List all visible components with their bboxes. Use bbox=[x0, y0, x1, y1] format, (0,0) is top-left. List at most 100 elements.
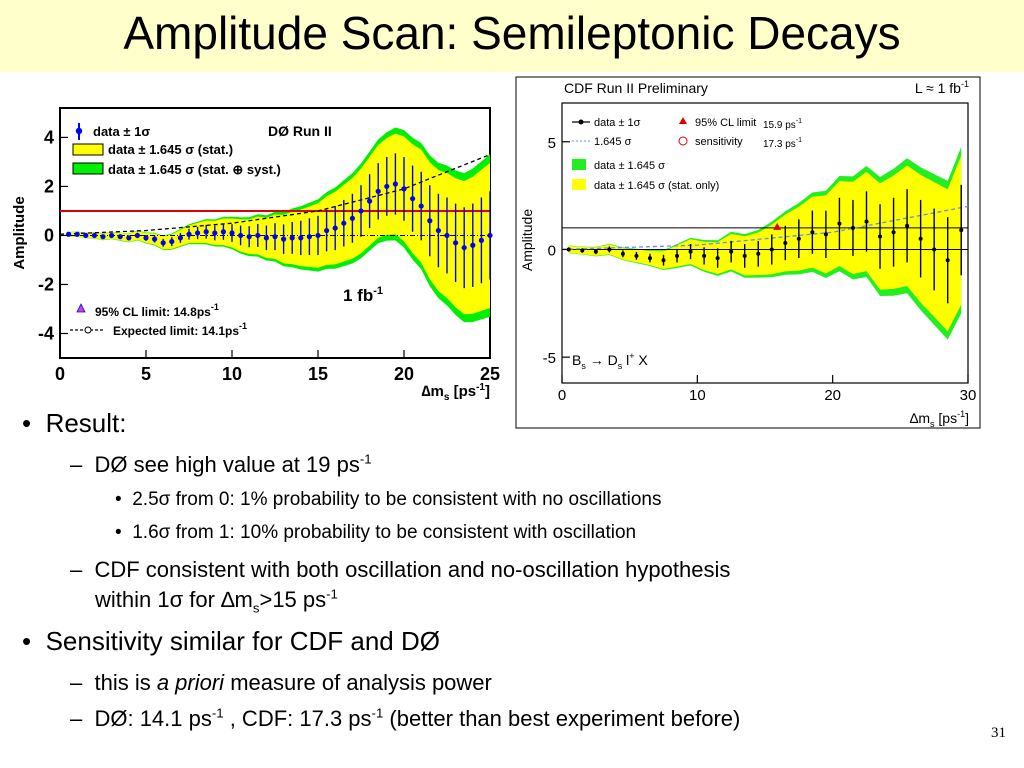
cdf-data-point bbox=[702, 253, 707, 258]
d0-legend-data: data ± 1σ bbox=[93, 124, 150, 139]
title-bar: Amplitude Scan: Semileptonic Decays bbox=[0, 0, 1024, 72]
d0-stat-band bbox=[68, 133, 490, 315]
cdf-ylabel: Amplitude bbox=[519, 209, 535, 271]
d0-experiment-label: DØ Run II bbox=[268, 123, 332, 139]
d0-data-point bbox=[358, 208, 364, 214]
d0-lumi-label: 1 fb-1 bbox=[343, 285, 383, 305]
cdf-data-point bbox=[932, 247, 937, 252]
bullet-result: • Result: bbox=[22, 408, 127, 438]
d0-data-point bbox=[272, 234, 278, 240]
d0-data-point bbox=[203, 229, 209, 235]
cdf-y-tick-label: 5 bbox=[548, 135, 556, 152]
d0-legend-syst: data ± 1.645 σ (stat. ⊕ syst.) bbox=[108, 162, 281, 177]
cdf-data-point bbox=[796, 236, 801, 241]
cdf-data-point bbox=[593, 249, 598, 254]
d0-data-point bbox=[143, 235, 149, 241]
d0-data-point bbox=[126, 235, 132, 241]
cdf-x-tick-label: 30 bbox=[960, 387, 977, 404]
d0-data-point bbox=[427, 218, 433, 224]
cdf-decay-label: Bs → Ds l+ X bbox=[572, 351, 648, 371]
cdf-cl-limit-marker bbox=[773, 222, 782, 230]
d0-data-point bbox=[229, 230, 235, 236]
d0-data-point bbox=[212, 230, 218, 236]
d0-xlabel: ∆ms [ps-1] bbox=[421, 382, 490, 403]
d0-ylabel: Amplitude bbox=[11, 196, 28, 269]
d0-data-point bbox=[306, 234, 312, 240]
cdf-data-point bbox=[823, 232, 828, 237]
d0-data-point bbox=[453, 240, 459, 246]
slide-title: Amplitude Scan: Semileptonic Decays bbox=[123, 7, 901, 59]
d0-data-point bbox=[470, 242, 476, 248]
cdf-data-point bbox=[945, 258, 950, 263]
d0-x-tick-label: 20 bbox=[394, 364, 414, 384]
cdf-stat-band bbox=[568, 155, 962, 332]
bullet-oscillation: • 1.6σ from 1: 10% probability to be con… bbox=[115, 522, 637, 543]
d0-data-point bbox=[367, 198, 373, 204]
d0-expected-curve bbox=[59, 153, 491, 235]
d0-y-tick-label: -4 bbox=[38, 323, 54, 343]
cdf-legend-green-swatch bbox=[572, 159, 586, 170]
cdf-x-tick-label: 0 bbox=[558, 387, 566, 404]
cdf-data-point bbox=[580, 248, 585, 253]
d0-data-point bbox=[349, 215, 355, 221]
cdf-data-point bbox=[850, 225, 855, 230]
d0-y-tick-label: 4 bbox=[44, 127, 54, 147]
cdf-data-point bbox=[756, 251, 761, 256]
cdf-data-point bbox=[675, 253, 680, 258]
d0-data-point bbox=[478, 237, 484, 243]
d0-data-point bbox=[109, 232, 115, 239]
cdf-legend-data: data ± 1σ bbox=[594, 117, 641, 129]
d0-y-tick-label: -2 bbox=[38, 274, 54, 294]
d0-x-tick-label: 25 bbox=[480, 364, 500, 384]
d0-limit-legend: 95% CL limit: 14.8ps-1 Expected limit: 1… bbox=[70, 302, 247, 338]
d0-data-point bbox=[186, 231, 192, 237]
cdf-data-point bbox=[905, 223, 910, 228]
d0-data-point bbox=[375, 188, 381, 194]
cdf-legend-sens-val: 17.3 ps-1 bbox=[763, 137, 802, 150]
d0-data-point bbox=[392, 181, 398, 187]
d0-x-tick-label: 0 bbox=[55, 364, 65, 384]
d0-data-point bbox=[410, 196, 416, 202]
bullet-no-oscillation: • 2.5σ from 0: 1% probability to be cons… bbox=[115, 489, 662, 510]
cdf-data-point bbox=[729, 249, 734, 254]
cdf-data-point bbox=[837, 221, 842, 226]
cdf-legend-green: data ± 1.645 σ bbox=[594, 160, 665, 172]
d0-cl-limit: 95% CL limit: 14.8ps-1 bbox=[95, 302, 219, 319]
d0-data-point bbox=[281, 236, 287, 242]
cdf-data-point bbox=[878, 234, 883, 239]
cdf-data-point bbox=[715, 256, 720, 261]
d0-data-point bbox=[100, 234, 106, 240]
cdf-data-point bbox=[959, 228, 964, 233]
d0-data-point bbox=[238, 232, 244, 239]
d0-data-point bbox=[177, 235, 183, 241]
d0-data-point bbox=[160, 240, 166, 246]
d0-data-point bbox=[195, 230, 201, 236]
d0-amplitude-chart: 0 5 10 15 20 25 -4 -2 0 2 4 data ± 1σ data ± 1.645… bbox=[11, 107, 500, 403]
cdf-legend-yellow-swatch bbox=[572, 179, 586, 190]
cdf-legend-yellow: data ± 1.645 σ (stat. only) bbox=[594, 180, 719, 192]
bullet-sensitivity: • Sensitivity similar for CDF and DØ bbox=[22, 626, 440, 656]
bullet-values: – DØ: 14.1 ps-1 , CDF: 17.3 ps-1 (better… bbox=[70, 705, 741, 731]
d0-data-point bbox=[83, 232, 89, 239]
d0-data-point bbox=[324, 227, 330, 234]
cdf-data-point bbox=[607, 247, 612, 252]
cdf-data-point bbox=[661, 258, 666, 263]
cdf-data-point bbox=[769, 247, 774, 252]
d0-data-point bbox=[169, 238, 175, 245]
d0-data-point bbox=[134, 232, 140, 239]
cdf-legend-cl: 95% CL limit bbox=[695, 117, 756, 129]
cdf-expected-curve bbox=[561, 205, 969, 251]
cdf-legend-sens: sensitivity bbox=[695, 136, 743, 148]
d0-data-point bbox=[332, 225, 338, 231]
d0-expected-marker bbox=[84, 326, 92, 334]
d0-data-point bbox=[298, 235, 304, 241]
d0-data-point bbox=[435, 227, 441, 234]
cdf-x-tick-label: 10 bbox=[689, 387, 706, 404]
cdf-data-point bbox=[688, 249, 693, 254]
cdf-data-point bbox=[647, 256, 652, 261]
d0-data-point bbox=[444, 232, 450, 239]
page-number: 31 bbox=[991, 725, 1006, 741]
cdf-legend-cl-val: 15.9 ps-1 bbox=[763, 118, 802, 131]
cdf-experiment-label: CDF Run II Preliminary bbox=[564, 80, 708, 96]
d0-legend-data-marker bbox=[75, 127, 83, 135]
